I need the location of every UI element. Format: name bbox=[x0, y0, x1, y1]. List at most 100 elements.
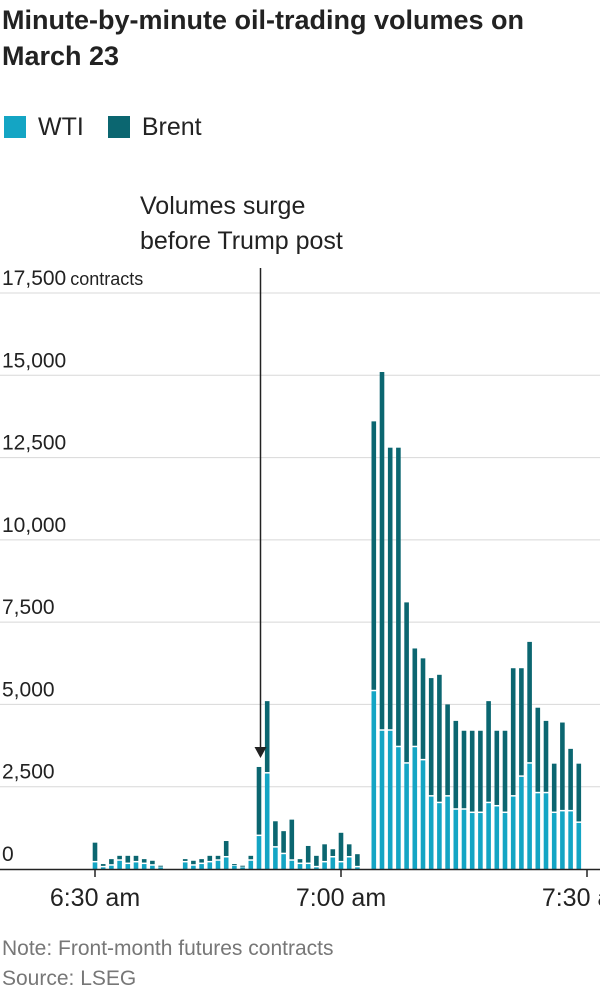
bar-wti bbox=[273, 847, 278, 869]
y-tick-label: 5,000 bbox=[2, 678, 55, 701]
y-axis-labels: 0 2,500 5,000 7,500 10,000 12,500 15,000 17,500… bbox=[2, 267, 143, 866]
bar-brent bbox=[461, 730, 467, 809]
bar-brent bbox=[264, 701, 270, 773]
bar-wti bbox=[445, 796, 450, 869]
bar-brent bbox=[494, 730, 500, 805]
bar-brent bbox=[478, 730, 483, 812]
bar-brent bbox=[273, 821, 278, 847]
bar-brent bbox=[510, 668, 516, 796]
bar-brent bbox=[535, 707, 541, 792]
bar-wti bbox=[100, 867, 106, 869]
bar-brent bbox=[117, 855, 122, 860]
bar-brent bbox=[207, 855, 213, 861]
bar-brent bbox=[322, 844, 327, 861]
bar-brent bbox=[125, 855, 131, 863]
bar-brent bbox=[281, 831, 286, 853]
x-axis: 6:30 am 7:00 am 7:30 am bbox=[0, 868, 600, 912]
legend-label-brent: Brent bbox=[141, 112, 202, 141]
bar-brent bbox=[355, 854, 360, 866]
legend-swatch-wti bbox=[4, 116, 26, 138]
bar-wti bbox=[158, 867, 163, 869]
bar-layer bbox=[92, 371, 582, 869]
bar-wti bbox=[182, 862, 188, 869]
bar-brent bbox=[371, 421, 377, 690]
bar-wti bbox=[461, 809, 467, 869]
legend: WTI Brent bbox=[4, 112, 226, 142]
bar-brent bbox=[314, 855, 319, 866]
bar-wti bbox=[248, 860, 254, 869]
bar-wti bbox=[502, 813, 508, 869]
bar-brent bbox=[404, 602, 409, 763]
bar-wti bbox=[437, 803, 442, 869]
bar-wti bbox=[281, 854, 286, 869]
annotation-text: before Trump post bbox=[140, 227, 343, 255]
bar-wti bbox=[568, 811, 573, 869]
bar-brent bbox=[223, 841, 229, 856]
annotation-arrowhead bbox=[254, 747, 267, 758]
bar-brent bbox=[191, 860, 196, 865]
bar-wti bbox=[535, 793, 541, 869]
bar-wti bbox=[420, 760, 426, 869]
bar-brent bbox=[338, 832, 344, 861]
bar-wti bbox=[519, 776, 524, 869]
bar-wti bbox=[289, 860, 295, 869]
bar-brent bbox=[305, 845, 311, 863]
bar-brent bbox=[576, 763, 582, 822]
x-tick-label: 7:30 am bbox=[542, 884, 600, 912]
grid-layer bbox=[0, 292, 600, 788]
y-tick-label: 10,000 bbox=[2, 514, 66, 537]
bar-wti bbox=[330, 857, 336, 869]
annotation-text: Volumes surge bbox=[140, 192, 305, 220]
bar-brent bbox=[141, 859, 147, 863]
bar-wti bbox=[215, 860, 221, 869]
x-tick-label: 6:30 am bbox=[50, 884, 140, 912]
bar-wti bbox=[207, 862, 213, 869]
bar-brent bbox=[215, 855, 221, 860]
annotation-layer: Volumes surge before Trump post bbox=[140, 192, 343, 758]
bar-wti bbox=[576, 822, 582, 869]
bar-brent bbox=[150, 860, 155, 865]
bar-brent bbox=[346, 844, 352, 856]
bar-wti bbox=[232, 865, 237, 869]
bar-wti bbox=[396, 747, 401, 869]
bar-brent bbox=[379, 371, 385, 730]
bar-wti bbox=[240, 867, 245, 869]
bar-wti bbox=[109, 865, 114, 869]
legend-swatch-brent bbox=[107, 116, 130, 138]
bar-brent bbox=[100, 864, 106, 866]
bar-brent bbox=[486, 701, 491, 802]
bar-brent bbox=[551, 763, 557, 812]
bar-wti bbox=[412, 747, 418, 869]
bar-brent bbox=[199, 859, 204, 863]
bar-brent bbox=[133, 855, 139, 861]
bar-brent bbox=[396, 447, 401, 746]
bar-brent bbox=[256, 766, 262, 835]
bar-wti bbox=[371, 691, 377, 869]
bar-brent bbox=[289, 819, 295, 860]
bar-brent bbox=[412, 648, 418, 746]
bar-wti bbox=[117, 860, 122, 869]
bar-wti bbox=[478, 813, 483, 869]
bar-brent bbox=[232, 864, 237, 866]
bar-wti bbox=[510, 796, 516, 869]
bar-brent bbox=[445, 704, 450, 796]
y-tick-label: 0 bbox=[2, 843, 14, 866]
bar-wti bbox=[560, 811, 565, 869]
bar-brent bbox=[158, 865, 163, 867]
bar-wti bbox=[346, 857, 352, 869]
bar-wti bbox=[264, 773, 270, 869]
bar-wti bbox=[486, 803, 491, 869]
bar-brent bbox=[330, 849, 336, 856]
bar-wti bbox=[191, 865, 196, 869]
bar-wti bbox=[338, 862, 344, 869]
bar-wti bbox=[133, 862, 139, 869]
y-tick-label: 2,500 bbox=[2, 761, 55, 784]
legend-item-wti: WTI bbox=[4, 113, 84, 142]
bar-brent bbox=[248, 855, 254, 860]
y-tick-label: 17,500 contracts bbox=[2, 267, 143, 290]
bar-wti bbox=[92, 862, 98, 869]
note-text: Note: Front-month futures contracts bbox=[2, 937, 334, 960]
bar-wti bbox=[199, 864, 204, 869]
bar-brent bbox=[560, 722, 565, 810]
y-tick-label: 7,500 bbox=[2, 596, 55, 619]
